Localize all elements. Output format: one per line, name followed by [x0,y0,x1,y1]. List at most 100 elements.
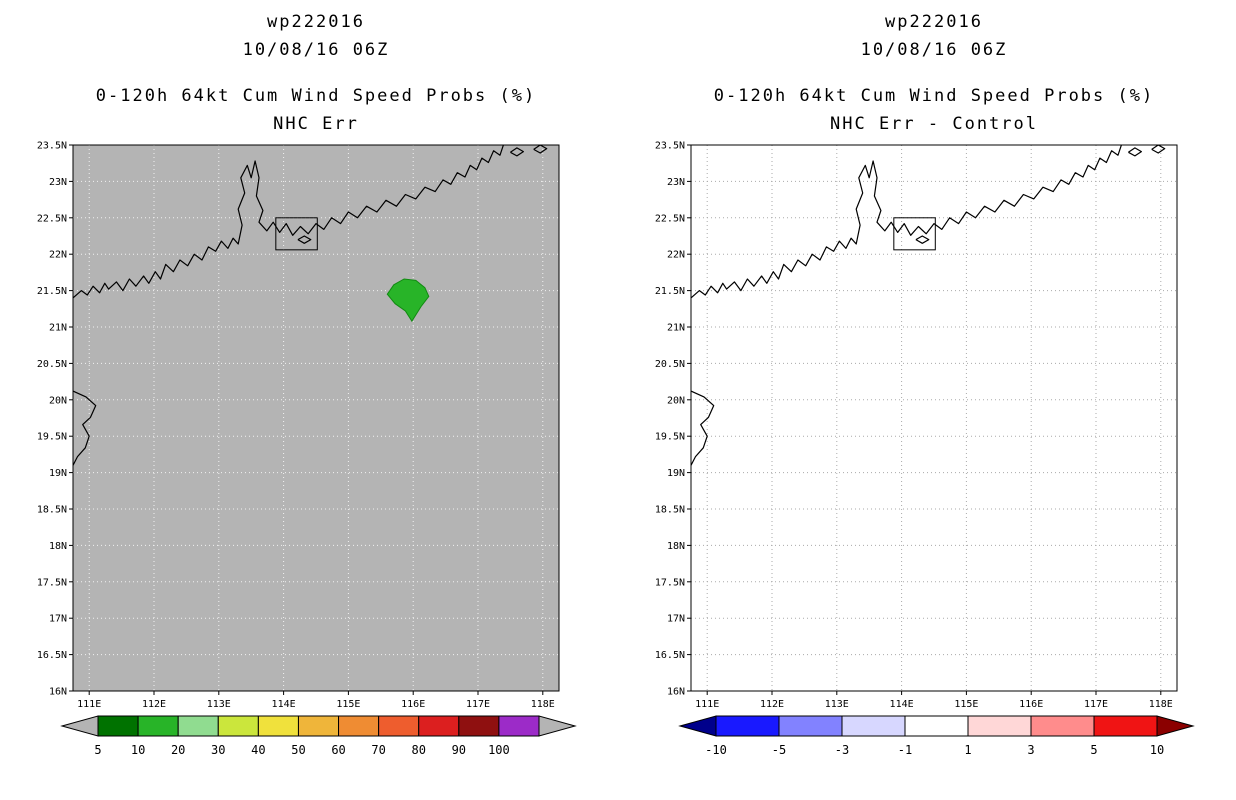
verification-box [893,217,936,251]
title-block: wp222016 10/08/16 06Z 0-120h 64kt Cum Wi… [36,8,596,138]
lat-tick-label: 20.5N [37,359,67,370]
colorbar-tick-label: 10 [131,743,145,757]
lon-tick-label: 118E [1149,699,1173,710]
lon-tick-label: 113E [207,699,231,710]
colorbar-segment [378,715,420,737]
lat-tick-label: 19N [49,468,67,479]
init-time: 10/08/16 06Z [242,40,390,60]
lat-tick-label: 22N [49,250,67,261]
coastline [1151,145,1166,154]
map-layers [691,145,1177,691]
map-background [691,145,1177,691]
lat-tick-label: 23.5N [655,141,685,152]
panel-nhc-err-minus-control: wp222016 10/08/16 06Z 0-120h 64kt Cum Wi… [618,0,1236,800]
lon-tick-label: 112E [142,699,166,710]
coastline [533,145,548,154]
colorbar-segment [778,715,843,737]
lon-tick-label: 118E [531,699,555,710]
chart-subtitle: NHC Err [273,114,359,134]
colorbar-segment [1030,715,1095,737]
map-canvas: 23.5N 23N 22.5N 22N 21.5N 21N 20.5N 20N 19.5N 19N… [37,141,560,710]
lon-tick-label: 117E [466,699,490,710]
colorbar-arrow-right [1156,715,1195,737]
colorbar-tick-label: 10 [1150,743,1164,757]
lat-tick-label: 21N [667,323,685,334]
probability-region [386,278,430,323]
lon-tick-label: 111E [695,699,719,710]
lon-tick-label: 115E [336,699,360,710]
colorbar-tick-label: 5 [94,743,101,757]
verification-box [275,217,318,251]
lat-tick-label: 22.5N [37,213,67,224]
lat-tick-label: 21N [49,323,67,334]
coastline [73,145,505,299]
lat-tick-label: 18N [49,541,67,552]
colorbar-tick-label: 60 [331,743,345,757]
colorbar-segment [177,715,219,737]
colorbar-segment [257,715,299,737]
lat-tick-label: 23N [667,177,685,188]
lon-tick-label: 115E [954,699,978,710]
colorbar-tick-label: 50 [291,743,305,757]
colorbar-segment [498,715,540,737]
lat-tick-label: 19.5N [655,432,685,443]
lat-tick-label: 20N [667,395,685,406]
coastline [691,390,715,466]
colorbar-tick-label: 80 [412,743,426,757]
lat-tick-label: 22.5N [655,213,685,224]
colorbar-segment [1093,715,1158,737]
lon-tick-label: 116E [401,699,425,710]
lat-tick-label: 19.5N [37,432,67,443]
storm-id: wp222016 [267,12,365,32]
colorbar-tick-label: 70 [371,743,385,757]
lon-tick-label: 114E [890,699,914,710]
coastline [691,145,1123,299]
lat-tick-label: 19N [667,468,685,479]
colorbar-segment [297,715,340,737]
chart-title: 0-120h 64kt Cum Wind Speed Probs (%) [95,86,537,106]
colorbar-arrow-right [538,715,577,737]
coastline [73,390,97,466]
map-frame [690,144,1178,692]
lat-tick-label: 20N [49,395,67,406]
lon-tick-label: 114E [272,699,296,710]
colorbar-tick-label: 90 [452,743,466,757]
lon-tick-label: 111E [77,699,101,710]
colorbar-segment [338,715,380,737]
colorbar-tick-label: -1 [898,743,912,757]
map-canvas: 23.5N 23N 22.5N 22N 21.5N 21N 20.5N 20N 19.5N 19N… [655,141,1178,710]
colorbar-tick-label: 30 [211,743,225,757]
lat-tick-label: 16N [667,687,685,698]
colorbar-tick-label: -10 [705,743,727,757]
title-block: wp222016 10/08/16 06Z 0-120h 64kt Cum Wi… [654,8,1214,138]
panel-nhc-err: wp222016 10/08/16 06Z 0-120h 64kt Cum Wi… [36,8,596,757]
lon-tick-label: 113E [825,699,849,710]
map-layers [73,145,559,691]
colorbar-segment [217,715,259,737]
lon-tick-label: 116E [1019,699,1043,710]
lat-tick-label: 23N [49,177,67,188]
colorbar-tick-label: 3 [1027,743,1034,757]
colorbar: 5 10 20 30 40 50 60 70 80 90 100 [60,715,577,757]
colorbar-tick-label: 1 [964,743,971,757]
colorbar-segment [137,715,179,737]
colorbar-segment [458,715,500,737]
colorbar: -10 -5 -3 -1 1 3 5 10 [678,715,1195,757]
coastline [510,147,524,157]
lat-tick-label: 16.5N [655,650,685,661]
colorbar-tick-label: -5 [772,743,786,757]
map-frame [72,144,560,692]
colorbar-arrow-left [60,715,99,737]
lat-tick-label: 18.5N [655,505,685,516]
map-background [73,145,559,691]
colorbar-tick-label: 100 [488,743,510,757]
lat-tick-label: 21.5N [37,286,67,297]
lat-tick-label: 22N [667,250,685,261]
lat-tick-label: 17.5N [655,577,685,588]
colorbar-segment [97,715,139,737]
chart-title: 0-120h 64kt Cum Wind Speed Probs (%) [713,86,1155,106]
chart-subtitle: NHC Err - Control [830,114,1038,134]
colorbar-tick-label: 20 [171,743,185,757]
colorbar-segment [418,715,460,737]
lat-tick-label: 17.5N [37,577,67,588]
